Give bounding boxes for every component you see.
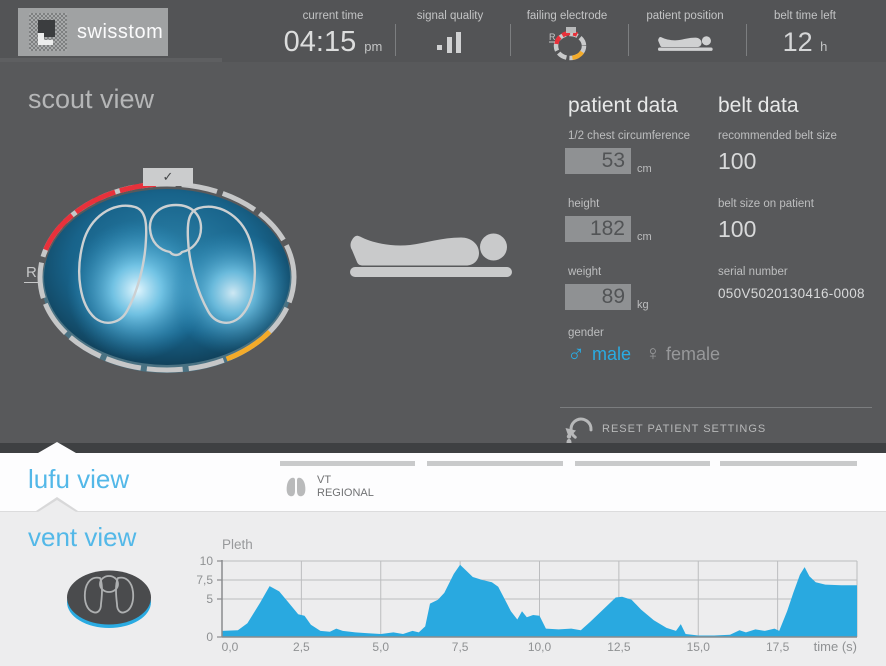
- scout-view-title: scout view: [28, 84, 155, 114]
- svg-text:10,0: 10,0: [528, 640, 552, 654]
- vent-notch: [38, 500, 76, 512]
- svg-text:12,5: 12,5: [607, 640, 631, 654]
- patient-position-label: patient position: [646, 10, 724, 22]
- svg-text:17,5: 17,5: [766, 640, 790, 654]
- tab-vt-regional-line2[interactable]: REGIONAL: [317, 487, 374, 499]
- belt-time-unit: h: [820, 39, 828, 54]
- male-icon[interactable]: ♂: [567, 341, 585, 368]
- current-time-meridiem: pm: [364, 39, 383, 54]
- belt-check-indicator[interactable]: ✓: [143, 168, 193, 186]
- current-time-label: current time: [302, 10, 364, 22]
- svg-text:7,5: 7,5: [196, 573, 213, 587]
- header-separator: [628, 24, 629, 56]
- header-separator: [510, 24, 511, 56]
- pleth-chart: 0 5 7,5 10 0,0 2,5 5,0 7,5 10,0 12,5 15,0 17,5 time …: [195, 550, 886, 662]
- lungs-icon[interactable]: [283, 476, 309, 498]
- svg-text:time (s): time (s): [814, 639, 857, 654]
- tab-lufu-view[interactable]: lufu view: [28, 464, 130, 494]
- gender-label: gender: [568, 327, 604, 339]
- reset-button-label: RESET PATIENT SETTINGS: [602, 423, 767, 435]
- view-tab-bar-3[interactable]: [575, 461, 710, 466]
- reset-icon: [565, 417, 593, 443]
- swisstom-logo-text: swisstom: [77, 20, 164, 43]
- height-unit: cm: [637, 231, 652, 243]
- current-time-value: 04:15 pm: [283, 26, 383, 58]
- svg-text:5: 5: [206, 592, 213, 606]
- warning-electrode-arc: [225, 329, 272, 362]
- view-tab-bar-1[interactable]: [280, 461, 415, 466]
- weight-label: weight: [568, 266, 602, 278]
- male-option[interactable]: male: [592, 344, 632, 364]
- weight-field[interactable]: 89: [565, 284, 631, 310]
- recommended-belt-size-value: 100: [718, 148, 757, 174]
- svg-text:7,5: 7,5: [452, 640, 469, 654]
- patient-data-title: patient data: [568, 94, 678, 117]
- svg-text:0: 0: [206, 630, 213, 644]
- chest-circumference-unit: cm: [637, 163, 652, 175]
- female-option[interactable]: female: [666, 344, 721, 364]
- height-label: height: [568, 198, 600, 210]
- svg-text:10: 10: [200, 554, 214, 568]
- patient-position-pictogram: [350, 233, 512, 277]
- belt-size-on-patient-value: 100: [718, 216, 757, 242]
- weight-unit: kg: [637, 299, 649, 311]
- svg-text:R: R: [549, 32, 556, 42]
- recommended-belt-size-label: recommended belt size: [718, 130, 837, 142]
- patient-position-icon: [658, 36, 713, 51]
- pleth-chart-title: Pleth: [222, 537, 253, 552]
- failing-electrode-icon: R: [549, 27, 587, 61]
- swisstom-logo: swisstom: [18, 8, 168, 56]
- belt-time-value: 12 h: [782, 27, 828, 57]
- belt-size-on-patient-label: belt size on patient: [718, 198, 814, 210]
- svg-text:0,0: 0,0: [222, 640, 239, 654]
- right-side-marker: R: [24, 264, 39, 283]
- active-view-notch: [38, 442, 76, 453]
- reset-patient-settings-button[interactable]: RESET PATIENT SETTINGS: [564, 415, 766, 443]
- failing-electrode-arc: [43, 181, 157, 251]
- header-separator: [395, 24, 396, 56]
- svg-text:5,0: 5,0: [372, 640, 389, 654]
- serial-number-label: serial number: [718, 266, 788, 278]
- pleth-area-series: [222, 564, 857, 637]
- failing-electrode-label: failing electrode: [526, 10, 608, 22]
- swisstom-logo-icon: [29, 13, 67, 51]
- view-tab-bar-4[interactable]: [720, 461, 857, 466]
- height-field[interactable]: 182: [565, 216, 631, 242]
- belt-data-title: belt data: [718, 94, 799, 117]
- vent-thorax-icon: [67, 570, 151, 628]
- chest-circumference-field[interactable]: 53: [565, 148, 631, 174]
- chest-circumference-label: 1/2 chest circumference: [568, 130, 691, 142]
- female-icon[interactable]: ♀: [645, 342, 661, 365]
- belt-time-label: belt time left: [774, 10, 836, 22]
- svg-text:15,0: 15,0: [687, 640, 711, 654]
- header-separator: [746, 24, 747, 56]
- serial-number-value: 050V5020130416-0008: [718, 286, 865, 301]
- tab-vent-view[interactable]: vent view: [28, 522, 137, 552]
- view-tab-bar-2[interactable]: [427, 461, 563, 466]
- panel-divider: [560, 407, 872, 408]
- signal-quality-label: signal quality: [416, 10, 484, 22]
- tab-vt-regional-line1[interactable]: VT: [317, 474, 332, 486]
- svg-text:2,5: 2,5: [293, 640, 310, 654]
- panel-bottom-strip: [0, 443, 886, 453]
- thorax-scout-image: [37, 181, 297, 373]
